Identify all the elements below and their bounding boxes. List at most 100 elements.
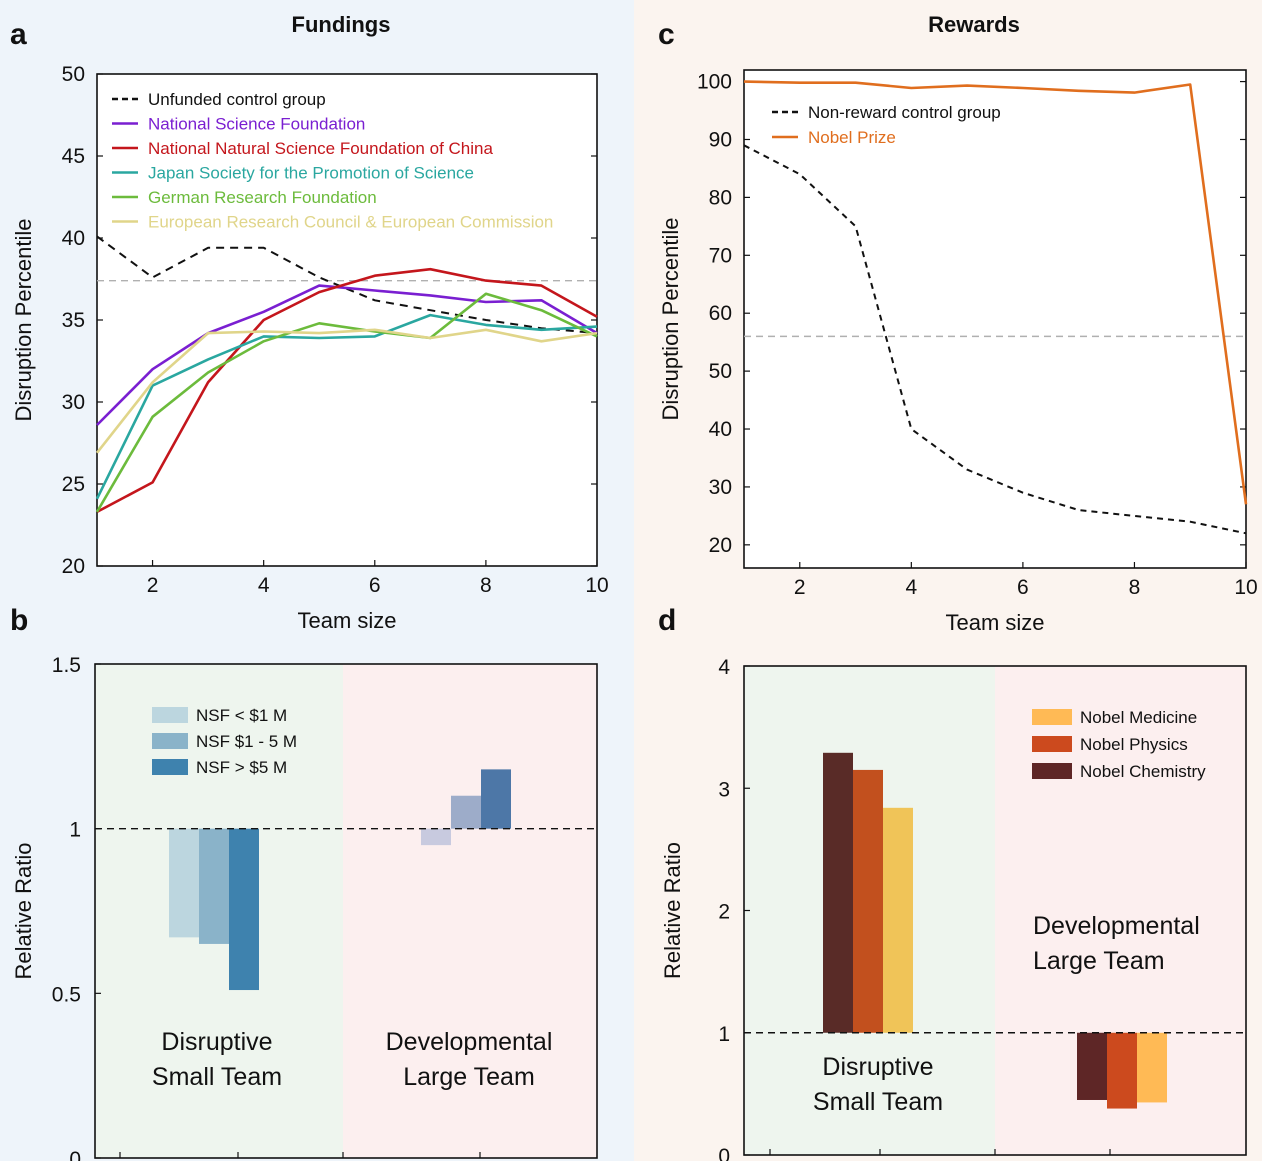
y-tick-label: 30 [709, 476, 732, 499]
legend-label: Japan Society for the Promotion of Scien… [148, 164, 474, 183]
series-line [95, 292, 598, 513]
legend-swatch [1032, 763, 1072, 779]
region-label: Large Team [1033, 947, 1165, 975]
x-tick-label: 6 [369, 574, 381, 597]
chart-a: 2 4 6 8 10 20 25 30 35 40 45 50 Team size Disruption … [11, 63, 609, 633]
y-axis-label: Disruption Percentile [11, 219, 36, 422]
x-tick-label: 8 [1129, 576, 1141, 599]
x-tick-label: 4 [258, 574, 270, 597]
panel-letter-c: c [658, 18, 675, 51]
panel-letter-a: a [10, 18, 27, 51]
series-line [95, 313, 598, 500]
y-tick-label: 1 [718, 1023, 730, 1046]
legend-label: Nobel Physics [1080, 735, 1188, 754]
series-line [96, 267, 598, 514]
series-line [743, 144, 1247, 535]
bar [853, 769, 883, 1033]
y-tick-label: 1 [69, 819, 81, 842]
x-tick-label: 10 [585, 574, 608, 597]
legend-label: Non-reward control group [808, 103, 1001, 122]
y-tick-label: 2 [718, 901, 730, 924]
section-title-fundings: Fundings [292, 12, 391, 37]
x-axis-label: Team size [297, 608, 396, 633]
y-tick-label: 0 [718, 1145, 730, 1161]
y-tick-label: 50 [62, 63, 85, 86]
y-tick-label: 1.5 [52, 654, 81, 677]
y-tick-label: 70 [709, 244, 732, 267]
legend-swatch [1032, 736, 1072, 752]
series-line [95, 328, 598, 454]
bar [823, 752, 853, 1033]
section-title-rewards: Rewards [928, 12, 1020, 37]
y-tick-label: 35 [62, 309, 85, 332]
x-tick-label: 10 [1234, 576, 1257, 599]
chart-d: 0 1 2 3 4 Relative Ratio Disruptive Small Team D… [660, 656, 1247, 1161]
y-axis-label: Relative Ratio [660, 842, 685, 979]
bar [1137, 1032, 1167, 1103]
y-tick-label: 60 [709, 302, 732, 325]
series-line [743, 80, 1248, 505]
x-tick-label: 4 [905, 576, 917, 599]
region-label: Small Team [152, 1063, 282, 1091]
region-label: Developmental [386, 1028, 553, 1056]
y-tick-label: 50 [709, 360, 732, 383]
bar [421, 828, 451, 846]
y-tick-label: 30 [62, 391, 85, 414]
y-tick-label: 20 [709, 534, 732, 557]
bar [229, 828, 259, 991]
y-tick-label: 4 [718, 656, 730, 679]
bar [199, 828, 229, 944]
y-tick-label: 40 [709, 418, 732, 441]
y-tick-label: 3 [718, 778, 730, 801]
chart-b: 0 0.5 1 1.5 Relative Ratio Disruptive Small Te… [11, 654, 598, 1161]
bar [451, 795, 481, 829]
legend-swatch [152, 733, 188, 749]
y-axis-label: Disruption Percentile [658, 218, 683, 421]
y-tick-label: 80 [709, 186, 732, 209]
legend-label: NSF < $1 M [196, 706, 287, 725]
legend-swatch [1032, 709, 1072, 725]
plot-frame [94, 663, 598, 1159]
legend-label: Unfunded control group [148, 90, 326, 109]
legend-label: National Science Foundation [148, 115, 365, 134]
plot-area [743, 69, 1247, 569]
legend-swatch [152, 759, 188, 775]
panel-letter-d: d [658, 604, 676, 637]
chart-c: 2 4 6 8 10 20 30 40 50 60 70 80 90 100 Team size Disrup… [658, 69, 1258, 635]
y-tick-label: 0.5 [52, 983, 81, 1006]
legend-label: Nobel Chemistry [1080, 762, 1206, 781]
y-tick-label: 100 [697, 71, 732, 94]
x-tick-label: 2 [147, 574, 159, 597]
bar [1107, 1032, 1137, 1109]
legend-label: European Research Council & European Com… [148, 213, 553, 232]
bar [169, 828, 199, 938]
plot-area [96, 73, 598, 567]
y-tick-label: 40 [62, 227, 85, 250]
legend-label: Nobel Medicine [1080, 708, 1197, 727]
panel-letter-b: b [10, 604, 28, 637]
region-label: Disruptive [161, 1028, 272, 1056]
region-label: Large Team [403, 1063, 535, 1091]
y-tick-label: 0 [69, 1148, 81, 1161]
bar [481, 769, 511, 829]
legend-label: German Research Foundation [148, 188, 377, 207]
legend-label: NSF > $5 M [196, 758, 287, 777]
region-large-team [343, 664, 597, 1158]
x-tick-label: 8 [480, 574, 492, 597]
region-label: Disruptive [822, 1053, 933, 1081]
legend-label: Nobel Prize [808, 128, 896, 147]
y-tick-label: 45 [62, 145, 85, 168]
y-tick-label: 20 [62, 555, 85, 578]
bar [883, 807, 913, 1033]
legend-label: National Natural Science Foundation of C… [148, 139, 493, 158]
x-axis-label: Team size [945, 610, 1044, 635]
y-tick-label: 25 [62, 473, 85, 496]
y-tick-label: 90 [709, 128, 732, 151]
x-tick-label: 2 [794, 576, 806, 599]
region-label: Developmental [1033, 912, 1200, 940]
y-axis-label: Relative Ratio [11, 843, 36, 980]
legend-label: NSF $1 - 5 M [196, 732, 297, 751]
region-label: Small Team [813, 1088, 943, 1116]
x-tick-label: 6 [1017, 576, 1029, 599]
